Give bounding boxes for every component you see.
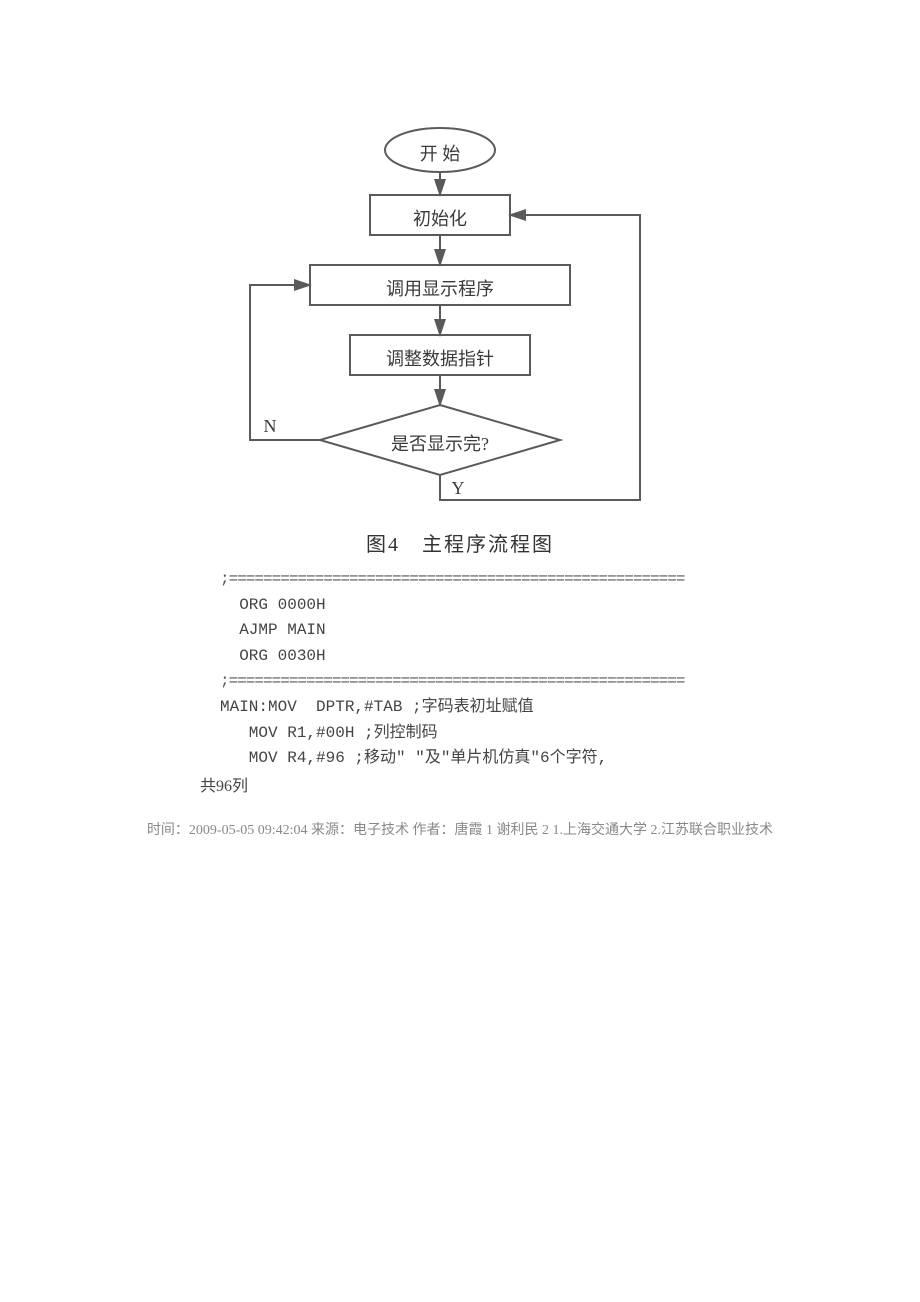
meta-info: 时间：2009-05-05 09:42:04 来源：电子技术 作者：唐霞 1 谢… xyxy=(80,816,840,847)
node-start-label: 开 始 xyxy=(410,140,470,166)
branch-y-label: Y xyxy=(448,478,468,499)
node-init-label: 初始化 xyxy=(390,205,490,231)
code-line: AJMP MAIN xyxy=(220,618,700,644)
branch-n-label: N xyxy=(260,416,280,437)
code-line: ORG 0000H xyxy=(220,593,700,619)
code-tail: 共96列 xyxy=(200,772,920,796)
node-call-label: 调用显示程序 xyxy=(350,275,530,301)
code-separator-2: ;=======================================… xyxy=(220,669,700,695)
figure-caption: 图4 主程序流程图 xyxy=(0,528,920,557)
node-adjust-label: 调整数据指针 xyxy=(360,345,520,371)
code-block: ;=======================================… xyxy=(220,567,700,772)
code-separator-1: ;=======================================… xyxy=(220,567,700,593)
code-line: MAIN:MOV DPTR,#TAB ;字码表初址赋值 xyxy=(220,695,700,721)
main-flowchart: 开 始 初始化 调用显示程序 调整数据指针 是否显示完? N Y xyxy=(200,120,720,520)
code-line: MOV R4,#96 ;移动" "及"单片机仿真"6个字符, xyxy=(220,746,700,772)
code-line: ORG 0030H xyxy=(220,644,700,670)
flowchart-svg xyxy=(200,120,720,520)
code-line: MOV R1,#00H ;列控制码 xyxy=(220,721,700,747)
node-cond-label: 是否显示完? xyxy=(375,430,505,456)
